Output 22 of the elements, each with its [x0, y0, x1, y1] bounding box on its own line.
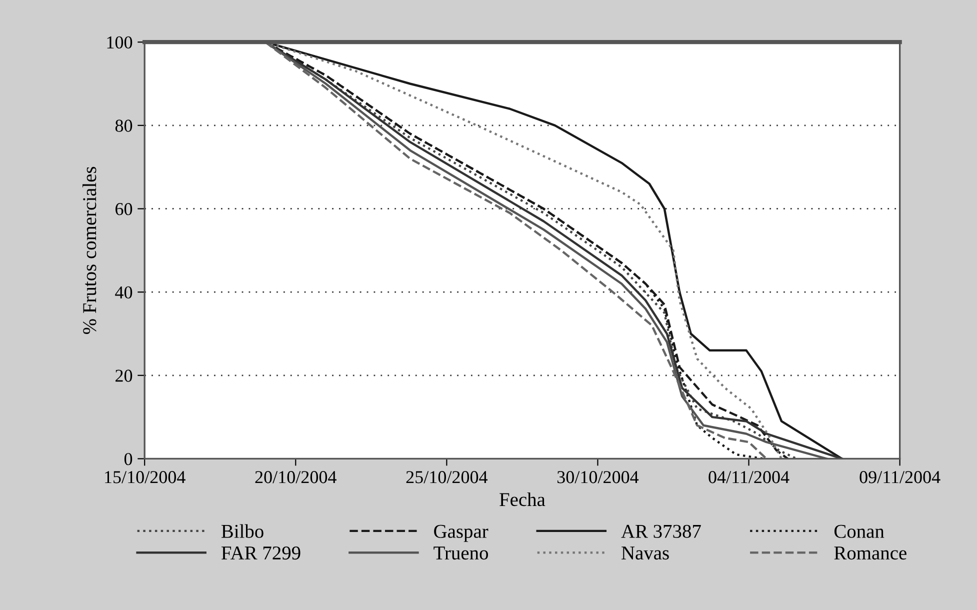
legend-label: Bilbo [221, 524, 264, 538]
x-tick-label: 25/10/2004 [406, 471, 488, 484]
x-tick-label: 04/11/2004 [708, 471, 790, 484]
legend-label: Conan [834, 524, 884, 538]
y-tick-label: 80 [115, 120, 132, 132]
y-tick-label: 0 [124, 452, 132, 466]
x-tick-label: 30/10/2004 [557, 471, 639, 484]
legend-label: AR 37387 [621, 524, 701, 538]
y-axis-title: % Frutos comerciales [82, 166, 96, 334]
legend-label: FAR 7299 [221, 546, 300, 560]
x-tick-label: 09/11/2004 [860, 471, 940, 484]
legend-label: Navas [622, 546, 669, 560]
legend-label: Gaspar [434, 524, 488, 542]
y-tick-label: 40 [115, 286, 132, 299]
y-tick-label: 100 [107, 36, 132, 49]
x-tick-label: 20/10/2004 [255, 471, 336, 484]
x-tick-label: 15/10/2004 [105, 471, 186, 484]
legend-label: Trueno [434, 546, 488, 560]
y-tick-label: 60 [116, 203, 132, 216]
y-tick-label: 20 [116, 370, 132, 382]
x-axis-title: Fecha [500, 492, 546, 506]
legend-label: Romance [834, 546, 906, 560]
